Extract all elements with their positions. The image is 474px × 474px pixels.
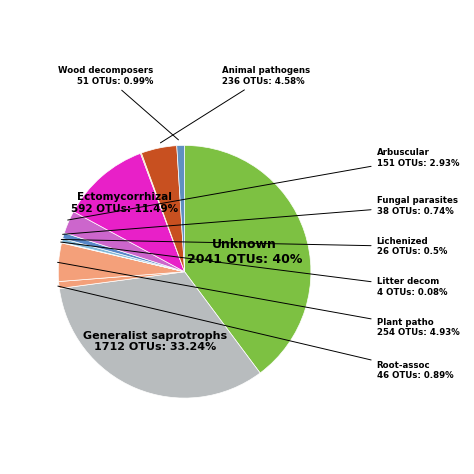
Text: Lichenized
26 OTUs: 0.5%: Lichenized 26 OTUs: 0.5% <box>61 237 447 256</box>
Text: Ectomycorrhizal
592 OTUs: 11.49%: Ectomycorrhizal 592 OTUs: 11.49% <box>72 192 179 214</box>
Wedge shape <box>140 153 184 272</box>
Text: Litter decom
4 OTUs: 0.08%: Litter decom 4 OTUs: 0.08% <box>61 242 447 297</box>
Wedge shape <box>184 146 311 373</box>
Wedge shape <box>58 243 184 282</box>
Wedge shape <box>62 242 184 272</box>
Wedge shape <box>177 146 184 272</box>
Text: Animal pathogens
236 OTUs: 4.58%: Animal pathogens 236 OTUs: 4.58% <box>160 66 310 143</box>
Text: Arbuscular
151 OTUs: 2.93%: Arbuscular 151 OTUs: 2.93% <box>68 148 459 220</box>
Text: Unknown
2041 OTUs: 40%: Unknown 2041 OTUs: 40% <box>187 238 302 266</box>
Wedge shape <box>64 211 184 272</box>
Text: Root-assoc
46 OTUs: 0.89%: Root-assoc 46 OTUs: 0.89% <box>58 286 453 380</box>
Text: Generalist saprotrophs
1712 OTUs: 33.24%: Generalist saprotrophs 1712 OTUs: 33.24% <box>83 331 227 352</box>
Wedge shape <box>59 272 260 398</box>
Text: Fungal parasites
38 OTUs: 0.74%: Fungal parasites 38 OTUs: 0.74% <box>63 196 457 234</box>
Wedge shape <box>59 272 184 289</box>
Wedge shape <box>73 154 184 272</box>
Text: Plant patho
254 OTUs: 4.93%: Plant patho 254 OTUs: 4.93% <box>57 262 459 337</box>
Text: Wood decomposers
51 OTUs: 0.99%: Wood decomposers 51 OTUs: 0.99% <box>58 66 178 140</box>
Wedge shape <box>62 238 184 272</box>
Wedge shape <box>63 233 184 272</box>
Wedge shape <box>141 146 184 272</box>
